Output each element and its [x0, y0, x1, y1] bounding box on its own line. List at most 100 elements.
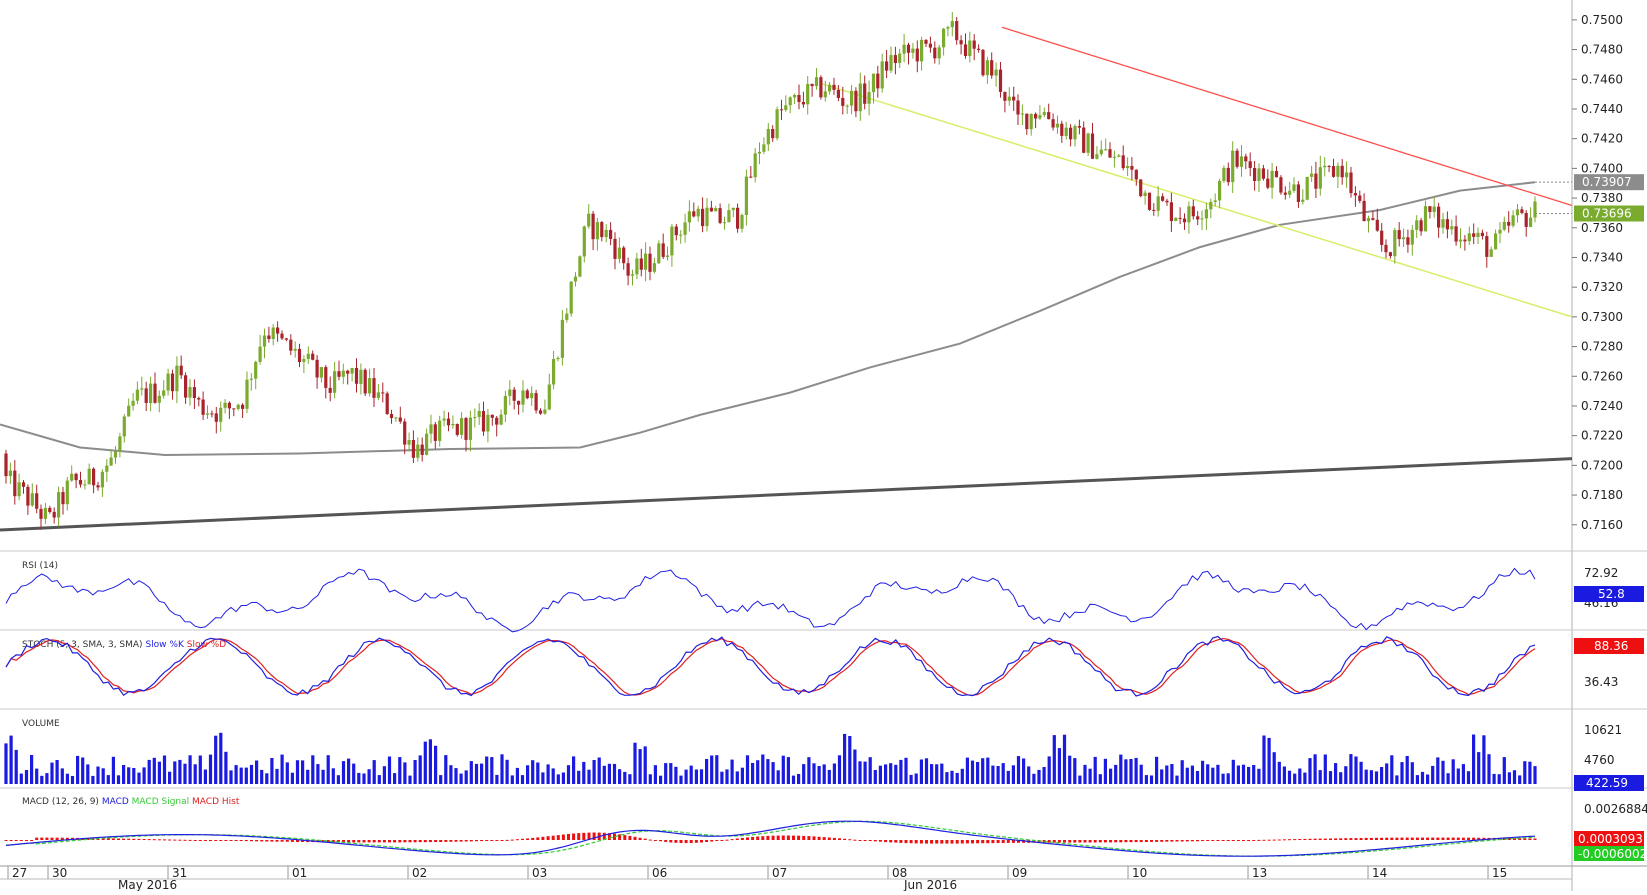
- candle-body: [723, 222, 726, 223]
- candle-body: [1292, 184, 1295, 191]
- volume-bar: [454, 768, 457, 784]
- stoch-tick-label: 36.43: [1584, 675, 1618, 689]
- candle-body: [1420, 220, 1423, 231]
- candle-body: [4, 454, 7, 477]
- macd-hist-bar: [1257, 840, 1260, 841]
- candle-body: [1183, 219, 1186, 223]
- volume-bar: [700, 769, 703, 784]
- macd-hist-bar: [1160, 840, 1163, 842]
- volume-bar: [756, 760, 759, 784]
- macd-hist-bar: [1176, 840, 1179, 842]
- volume-bar: [1109, 769, 1112, 784]
- volume-bar: [751, 763, 754, 784]
- candle-body: [1424, 206, 1427, 231]
- macd-hist-bar: [1421, 838, 1424, 840]
- macd-hist-bar: [746, 837, 749, 840]
- candle-body: [872, 74, 875, 93]
- macd-hist-bar: [132, 839, 135, 840]
- macd-hist-bar: [1196, 840, 1199, 841]
- macd-hist-bar: [833, 838, 836, 840]
- macd-hist-bar: [388, 840, 391, 842]
- candle-body: [556, 358, 559, 359]
- candle-body: [627, 263, 630, 276]
- volume-bar: [848, 736, 851, 784]
- price-tick-label: 0.7160: [1581, 518, 1623, 532]
- volume-bar: [1175, 776, 1178, 784]
- volume-bar: [240, 768, 243, 784]
- candle-body: [600, 222, 603, 237]
- candle-body: [1455, 226, 1458, 241]
- macd-hist-bar: [802, 836, 805, 840]
- macd-hist-bar: [1150, 840, 1153, 842]
- macd-hist-bar: [1227, 840, 1230, 841]
- volume-bar: [567, 765, 570, 784]
- volume-bar: [792, 776, 795, 784]
- volume-bar: [613, 764, 616, 784]
- macd-hist-bar: [1186, 840, 1189, 841]
- macd-hist-bar: [1355, 838, 1358, 840]
- macd-hist-bar: [1339, 838, 1342, 840]
- candle-body: [727, 210, 730, 222]
- candle-body: [631, 274, 634, 275]
- macd-hist-bar: [853, 840, 856, 841]
- volume-bar: [685, 770, 688, 784]
- volume-bar: [772, 762, 775, 784]
- candle-body: [1174, 218, 1177, 221]
- candle-body: [635, 259, 638, 275]
- volume-bar: [884, 764, 887, 784]
- candle-body: [964, 44, 967, 56]
- macd-hist-bar: [991, 840, 994, 843]
- macd-hist-bar: [659, 840, 662, 841]
- candle-body: [868, 92, 871, 104]
- candle-body: [1459, 240, 1462, 242]
- candle-body: [79, 480, 82, 485]
- candle-body: [1012, 97, 1015, 101]
- candle-body: [1113, 157, 1116, 158]
- volume-bar: [961, 769, 964, 784]
- candle-body: [1161, 196, 1164, 201]
- candle-body: [824, 91, 827, 97]
- volume-bar: [388, 757, 391, 785]
- volume-bar: [1329, 771, 1332, 784]
- candle-body: [565, 314, 568, 320]
- macd-hist-bar: [1390, 838, 1393, 840]
- volume-bar: [1324, 755, 1327, 785]
- macd-hist-bar: [536, 837, 539, 840]
- volume-bar: [930, 764, 933, 784]
- candle-body: [1222, 168, 1225, 181]
- volume-bar: [291, 773, 294, 784]
- candle-body: [158, 396, 161, 403]
- candle-body: [1415, 220, 1418, 230]
- volume-bar: [1186, 768, 1189, 784]
- macd-hist-bar: [920, 840, 923, 844]
- candle-body: [1284, 193, 1287, 195]
- candle-body: [210, 413, 213, 414]
- macd-hist-bar: [700, 840, 703, 843]
- volume-bar: [1334, 763, 1337, 784]
- macd-hist-bar: [720, 840, 723, 841]
- macd-hist-bar: [986, 840, 989, 843]
- macd-hist-bar: [495, 840, 498, 841]
- macd-hist-bar: [184, 840, 187, 841]
- candle-body: [298, 349, 301, 362]
- candle-body: [701, 209, 704, 226]
- macd-hist-bar: [1252, 840, 1255, 841]
- volume-bar: [1058, 748, 1061, 784]
- candle-body: [307, 354, 310, 359]
- macd-hist-bar: [398, 840, 401, 842]
- macd-hist-bar: [403, 840, 406, 842]
- candle-body: [1008, 97, 1011, 101]
- candle-body: [1016, 101, 1019, 115]
- volume-bar: [986, 758, 989, 784]
- volume-bar: [1027, 766, 1030, 784]
- macd-hist-bar: [204, 840, 207, 841]
- candle-body: [609, 230, 612, 239]
- volume-bar: [1252, 765, 1255, 784]
- candle-body: [145, 388, 148, 403]
- macd-hist-bar: [1411, 838, 1414, 840]
- macd-hist-bar: [751, 837, 754, 840]
- macd-hist-bar: [1523, 838, 1526, 840]
- volume-bar: [332, 768, 335, 784]
